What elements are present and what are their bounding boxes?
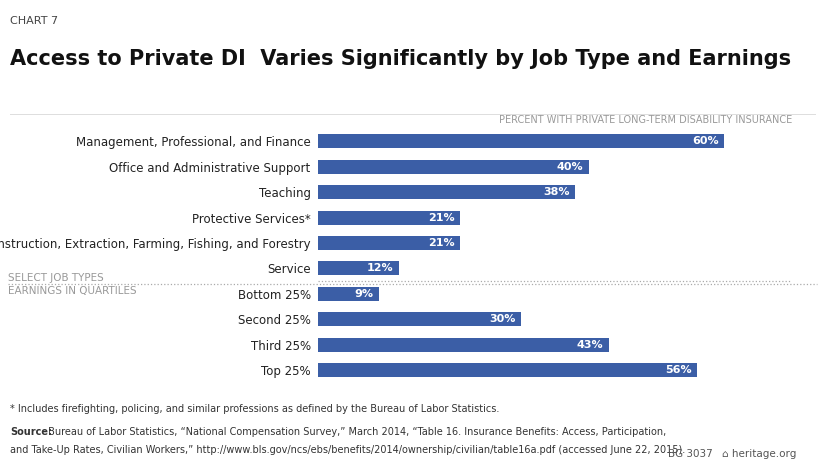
Bar xyxy=(318,236,460,250)
Text: 40%: 40% xyxy=(557,162,583,172)
Text: ⌂ heritage.org: ⌂ heritage.org xyxy=(722,449,796,459)
Text: Access to Private DI  Varies Significantly by Job Type and Earnings: Access to Private DI Varies Significantl… xyxy=(10,49,791,69)
Text: Source:: Source: xyxy=(10,427,52,437)
Text: 56%: 56% xyxy=(665,365,691,375)
Bar xyxy=(318,262,399,276)
Bar xyxy=(318,134,724,149)
Text: 21%: 21% xyxy=(428,212,455,223)
Bar xyxy=(318,363,697,377)
Text: 21%: 21% xyxy=(428,238,455,248)
Bar xyxy=(318,338,609,352)
Text: SELECT JOB TYPES: SELECT JOB TYPES xyxy=(8,273,104,283)
Text: 43%: 43% xyxy=(577,340,604,350)
Text: * Includes firefighting, policing, and similar professions as defined by the Bur: * Includes firefighting, policing, and s… xyxy=(10,404,499,414)
Text: 12%: 12% xyxy=(367,263,394,273)
Text: 38%: 38% xyxy=(543,187,570,197)
Text: and Take-Up Rates, Civilian Workers,” http://www.bls.gov/ncs/ebs/benefits/2014/o: and Take-Up Rates, Civilian Workers,” ht… xyxy=(10,445,685,454)
Text: 30%: 30% xyxy=(489,314,516,324)
Bar xyxy=(318,185,575,199)
Bar xyxy=(318,160,589,174)
Text: EARNINGS IN QUARTILES: EARNINGS IN QUARTILES xyxy=(8,286,137,297)
Text: BG 3037: BG 3037 xyxy=(668,449,713,459)
Bar xyxy=(318,287,379,301)
Text: 9%: 9% xyxy=(354,289,373,299)
Bar xyxy=(318,211,460,225)
Text: CHART 7: CHART 7 xyxy=(10,16,58,26)
Text: PERCENT WITH PRIVATE LONG-TERM DISABILITY INSURANCE: PERCENT WITH PRIVATE LONG-TERM DISABILIT… xyxy=(499,115,792,125)
Bar xyxy=(318,312,521,326)
Text: 60%: 60% xyxy=(692,136,719,146)
Text: Bureau of Labor Statistics, “National Compensation Survey,” March 2014, “Table 1: Bureau of Labor Statistics, “National Co… xyxy=(45,427,667,437)
